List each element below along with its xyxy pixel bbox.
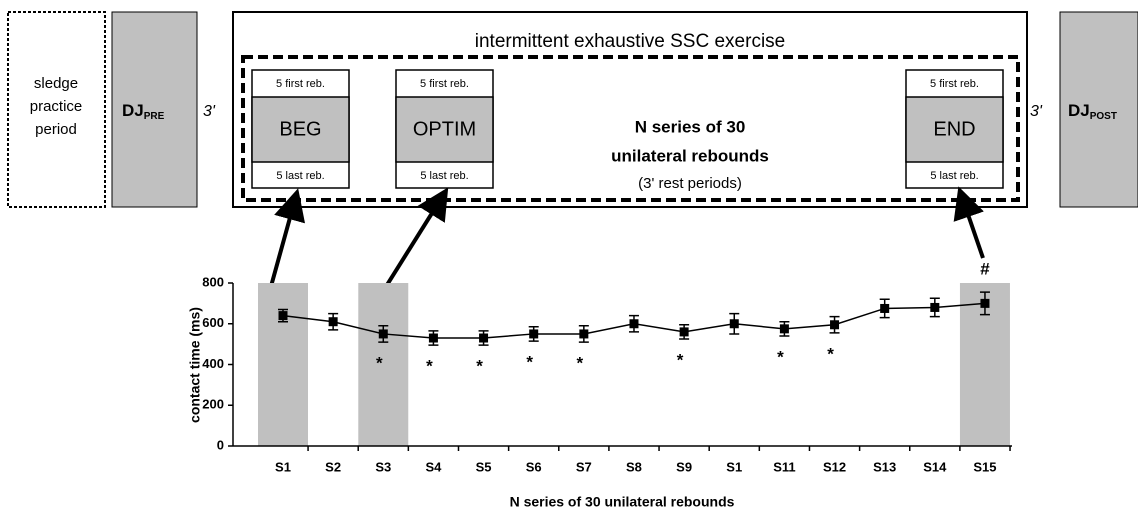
data-point: [378, 329, 388, 339]
annotation: *: [677, 351, 684, 370]
data-point: [930, 302, 940, 312]
data-point: [779, 324, 789, 334]
series-box: [241, 55, 1020, 202]
phase-top: 5 first reb.: [276, 78, 325, 90]
x-tick-label: S2: [325, 459, 341, 474]
y-tick-label: 200: [202, 397, 224, 412]
highlight-band: [258, 283, 308, 446]
annotation: *: [476, 357, 483, 376]
y-tick-label: 800: [202, 274, 224, 289]
series-text: unilateral rebounds: [611, 146, 769, 165]
data-point: [479, 333, 489, 343]
y-tick-label: 0: [217, 437, 224, 452]
data-point: [830, 320, 840, 330]
arrow: [953, 186, 985, 259]
x-tick-label: S6: [526, 459, 542, 474]
exercise-box: [232, 11, 1028, 208]
exercise-title: intermittent exhaustive SSC exercise: [475, 31, 785, 52]
x-tick-label: S1: [275, 459, 291, 474]
data-point: [529, 329, 539, 339]
dj-main: DJ: [122, 101, 144, 120]
annotation: #: [980, 260, 990, 279]
annotation: *: [376, 354, 383, 373]
practice-text: sledge: [34, 75, 78, 92]
x-tick-label: S12: [823, 459, 846, 474]
x-tick-label: S1: [726, 459, 742, 474]
dj-sub: PRE: [144, 111, 165, 122]
data-point: [880, 303, 890, 313]
data-point: [328, 317, 338, 327]
x-tick-label: S9: [676, 459, 692, 474]
practice-text: period: [35, 121, 77, 138]
x-tick-label: S7: [576, 459, 592, 474]
data-point: [629, 319, 639, 329]
annotation: *: [777, 347, 784, 366]
highlight-band: [358, 283, 409, 446]
y-tick-label: 400: [202, 356, 224, 371]
dj-sub: POST: [1090, 111, 1117, 122]
phase-bottom: 5 last reb.: [420, 170, 468, 182]
phase-label: OPTIM: [413, 118, 476, 140]
annotation: *: [526, 353, 533, 372]
phase-top: 5 first reb.: [420, 78, 469, 90]
phase-core: [395, 96, 494, 163]
dj-pre-box: [111, 11, 198, 208]
dj-main: DJ: [1068, 101, 1090, 120]
x-tick-label: S4: [425, 459, 442, 474]
x-tick-label: S8: [626, 459, 642, 474]
data-point: [278, 311, 288, 321]
phase-label: BEG: [279, 118, 321, 140]
x-tick-label: S11: [773, 459, 795, 474]
data-point: [729, 319, 739, 329]
x-tick-label: S5: [476, 459, 492, 474]
data-point: [980, 298, 990, 308]
series-text: (3' rest periods): [638, 175, 742, 192]
practice-text: practice: [30, 98, 83, 115]
x-tick-label: S3: [375, 459, 391, 474]
x-tick-label: S14: [923, 459, 947, 474]
annotation: *: [577, 354, 584, 373]
y-tick-label: 600: [202, 315, 224, 330]
rest-label: 3': [1030, 103, 1043, 120]
dj-pre: DJPRE: [122, 101, 165, 121]
annotation: *: [827, 344, 834, 363]
phase-core: [251, 96, 350, 163]
practice-box: [7, 11, 106, 208]
dj-post: DJPOST: [1068, 101, 1117, 121]
rest-label: 3': [203, 103, 216, 120]
arrow: [268, 188, 306, 291]
annotation: *: [426, 357, 433, 376]
x-axis-label: N series of 30 unilateral rebounds: [510, 494, 735, 510]
data-point: [428, 333, 438, 343]
phase-top: 5 first reb.: [930, 78, 979, 90]
dj-post-box: [1059, 11, 1138, 208]
phase-bottom: 5 last reb.: [930, 170, 978, 182]
x-tick-label: S13: [873, 459, 896, 474]
y-axis-label: contact time (ms): [187, 307, 203, 423]
series-text: N series of 30: [635, 117, 746, 136]
phase-label: END: [933, 118, 975, 140]
phase-core: [905, 96, 1004, 163]
data-point: [679, 327, 689, 337]
phase-bottom: 5 last reb.: [276, 170, 324, 182]
data-point: [579, 329, 589, 339]
x-tick-label: S15: [973, 459, 996, 474]
